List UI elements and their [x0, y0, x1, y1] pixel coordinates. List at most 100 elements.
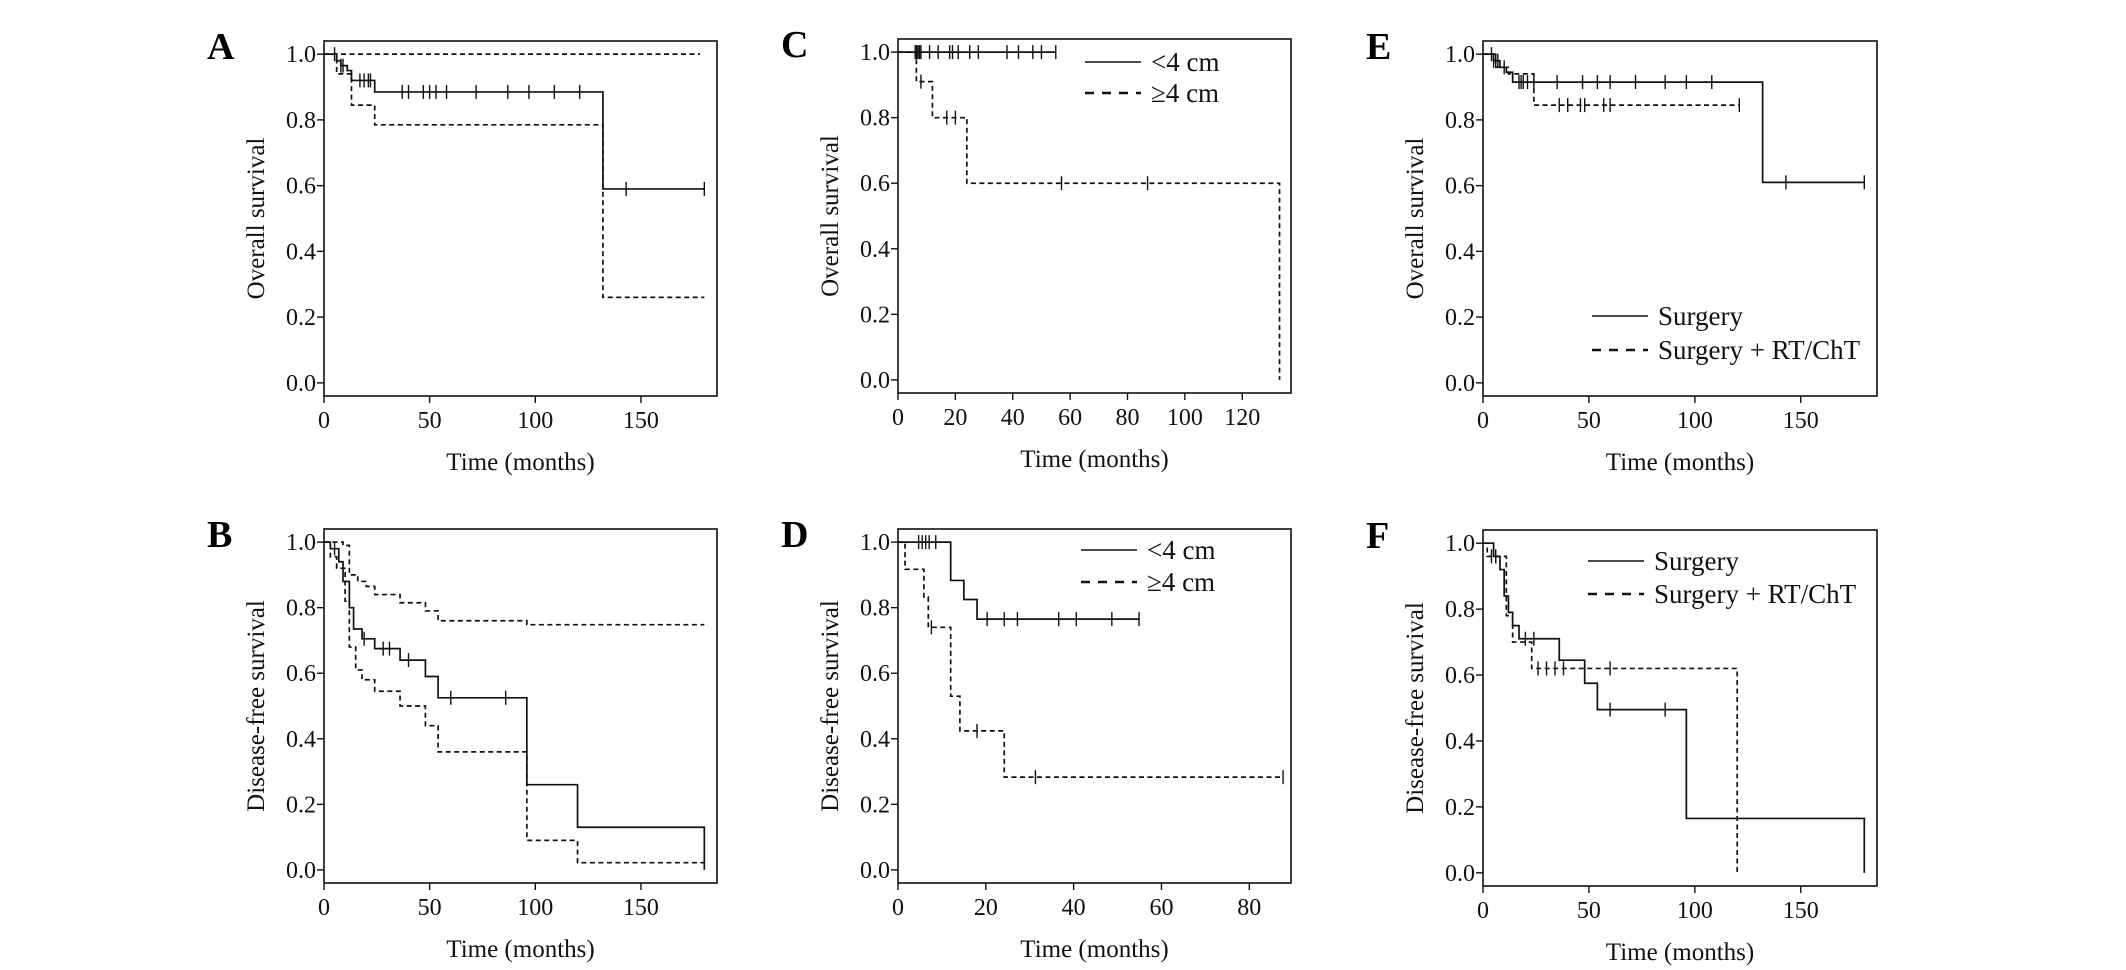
y-tick-label: 0.2	[860, 792, 890, 818]
x-tick-label: 100	[1677, 898, 1713, 924]
y-tick-label: 1.0	[286, 530, 316, 556]
survival-curve--4-cm	[898, 541, 1140, 620]
y-tick-label: 1.0	[1445, 42, 1475, 68]
panel-C: C 0.0 0.2 0.4 0.6 0.8 1.0 0 20 40 60 80 100 120 Time (…	[781, 24, 1292, 473]
y-tick-label: 0.4	[860, 727, 890, 753]
y-tick-label: 0.6	[286, 174, 316, 200]
x-tick-label: 100	[1677, 408, 1713, 434]
x-tick-label: 150	[1783, 898, 1819, 924]
panel-E: E 0.0 0.2 0.4 0.6 0.8 1.0 0 50 100 150 Time (months…	[1366, 26, 1878, 476]
y-tick-label: 0.8	[1445, 597, 1475, 623]
survival-curve-surgery	[1483, 542, 1866, 873]
y-axis-title: Overall survival	[1402, 138, 1429, 300]
panel-letter: B	[207, 514, 232, 556]
x-axis-title: Time (months)	[1606, 939, 1754, 966]
x-axis-title: Time (months)	[446, 936, 594, 963]
plot-frame	[897, 528, 1292, 884]
x-tick-label: 50	[1577, 898, 1601, 924]
y-tick-label: 0.8	[286, 108, 316, 134]
survival-curve-series-1	[324, 541, 706, 870]
x-tick-label: 20	[974, 895, 998, 921]
legend-label: Surgery	[1654, 546, 1739, 576]
x-tick-label: 150	[1783, 408, 1819, 434]
x-tick-label: 150	[623, 408, 659, 434]
x-tick-label: 80	[1237, 895, 1261, 921]
x-tick-label: 120	[1224, 405, 1260, 431]
y-tick-label: 0.2	[286, 792, 316, 818]
x-tick-label: 40	[1001, 405, 1025, 431]
legend: <4 cm≥4 cm	[1081, 535, 1215, 597]
x-tick-label: 50	[418, 408, 442, 434]
x-tick-label: 80	[1115, 405, 1139, 431]
legend-label: ≥4 cm	[1151, 78, 1219, 108]
survival-curve-surgery-rt-cht	[1483, 542, 1739, 873]
y-tick-label: 0.0	[286, 858, 316, 884]
y-tick-label: 0.6	[860, 171, 890, 197]
y-tick-label: 0.0	[860, 368, 890, 394]
x-tick-label: 0	[1477, 898, 1489, 924]
plot-frame	[897, 38, 1292, 394]
y-tick-label: 0.2	[286, 305, 316, 331]
y-tick-label: 0.6	[1445, 174, 1475, 200]
x-tick-label: 20	[943, 405, 967, 431]
x-tick-label: 50	[1577, 408, 1601, 434]
x-tick-label: 50	[418, 895, 442, 921]
y-axis-title: Overall survival	[243, 138, 270, 300]
panel-F: F 0.0 0.2 0.4 0.6 0.8 1.0 0 50 100 150 Time (months…	[1366, 515, 1878, 966]
plot-frame	[1482, 40, 1878, 397]
plot-frame	[323, 528, 718, 884]
plot-frame	[1482, 529, 1878, 887]
legend-label: ≥4 cm	[1147, 567, 1215, 597]
legend: Surgery Surgery + RT/ChT	[1592, 301, 1861, 365]
y-tick-label: 0.0	[286, 371, 316, 397]
x-tick-label: 60	[1058, 405, 1082, 431]
legend-label: Surgery + RT/ChT	[1658, 335, 1861, 365]
y-axis-title: Disease-free survival	[817, 600, 844, 812]
x-tick-label: 0	[892, 405, 904, 431]
y-tick-label: 0.4	[1445, 729, 1475, 755]
y-tick-label: 0.8	[286, 596, 316, 622]
panel-A: A 0.0 0.2 0.4 0.6 0.8 1.0 0 50 100 150 Time (months…	[207, 26, 718, 476]
legend: <4 cm≥4 cm	[1085, 47, 1219, 108]
panel-letter: E	[1366, 26, 1391, 68]
y-tick-label: 0.8	[860, 596, 890, 622]
y-tick-label: 0.8	[1445, 108, 1475, 134]
legend-label: Surgery	[1658, 301, 1743, 331]
y-tick-label: 0.6	[1445, 663, 1475, 689]
survival-curve-surgery	[1483, 53, 1865, 184]
x-axis-title: Time (months)	[1020, 446, 1168, 473]
y-tick-label: 0.4	[1445, 239, 1475, 265]
plot-frame	[323, 40, 718, 397]
y-axis-title: Disease-free survival	[243, 600, 270, 812]
panel-letter: F	[1366, 515, 1389, 557]
legend-label: <4 cm	[1147, 535, 1215, 565]
x-axis-title: Time (months)	[446, 449, 594, 476]
y-tick-label: 1.0	[1445, 531, 1475, 557]
x-tick-label: 0	[318, 895, 330, 921]
panel-B: B 0.0 0.2 0.4 0.6 0.8 1.0 0 50 100 150 Time (months…	[207, 514, 718, 963]
legend-label: Surgery + RT/ChT	[1654, 579, 1857, 609]
x-tick-label: 0	[892, 895, 904, 921]
survival-curve--4-cm	[898, 51, 1281, 380]
y-tick-label: 0.0	[1445, 861, 1475, 887]
y-axis-title: Overall survival	[817, 135, 844, 297]
x-tick-label: 100	[1167, 405, 1203, 431]
y-tick-label: 1.0	[860, 530, 890, 556]
y-tick-label: 0.4	[286, 239, 316, 265]
y-tick-label: 0.4	[860, 237, 890, 263]
x-tick-label: 0	[1477, 408, 1489, 434]
y-tick-label: 0.6	[286, 661, 316, 687]
x-tick-label: 100	[517, 895, 553, 921]
x-axis-title: Time (months)	[1606, 449, 1754, 476]
y-tick-label: 0.8	[860, 106, 890, 132]
y-axis-title: Disease-free survival	[1402, 602, 1429, 814]
survival-curve--4-cm	[898, 541, 1284, 778]
survival-curve-series-2	[324, 541, 705, 626]
x-tick-label: 100	[517, 408, 553, 434]
panel-letter: A	[207, 26, 235, 68]
y-tick-label: 1.0	[286, 42, 316, 68]
survival-curve-series-1	[324, 53, 705, 190]
survival-curve-surgery-rt-cht	[1483, 53, 1740, 106]
panel-letter: D	[781, 514, 808, 556]
